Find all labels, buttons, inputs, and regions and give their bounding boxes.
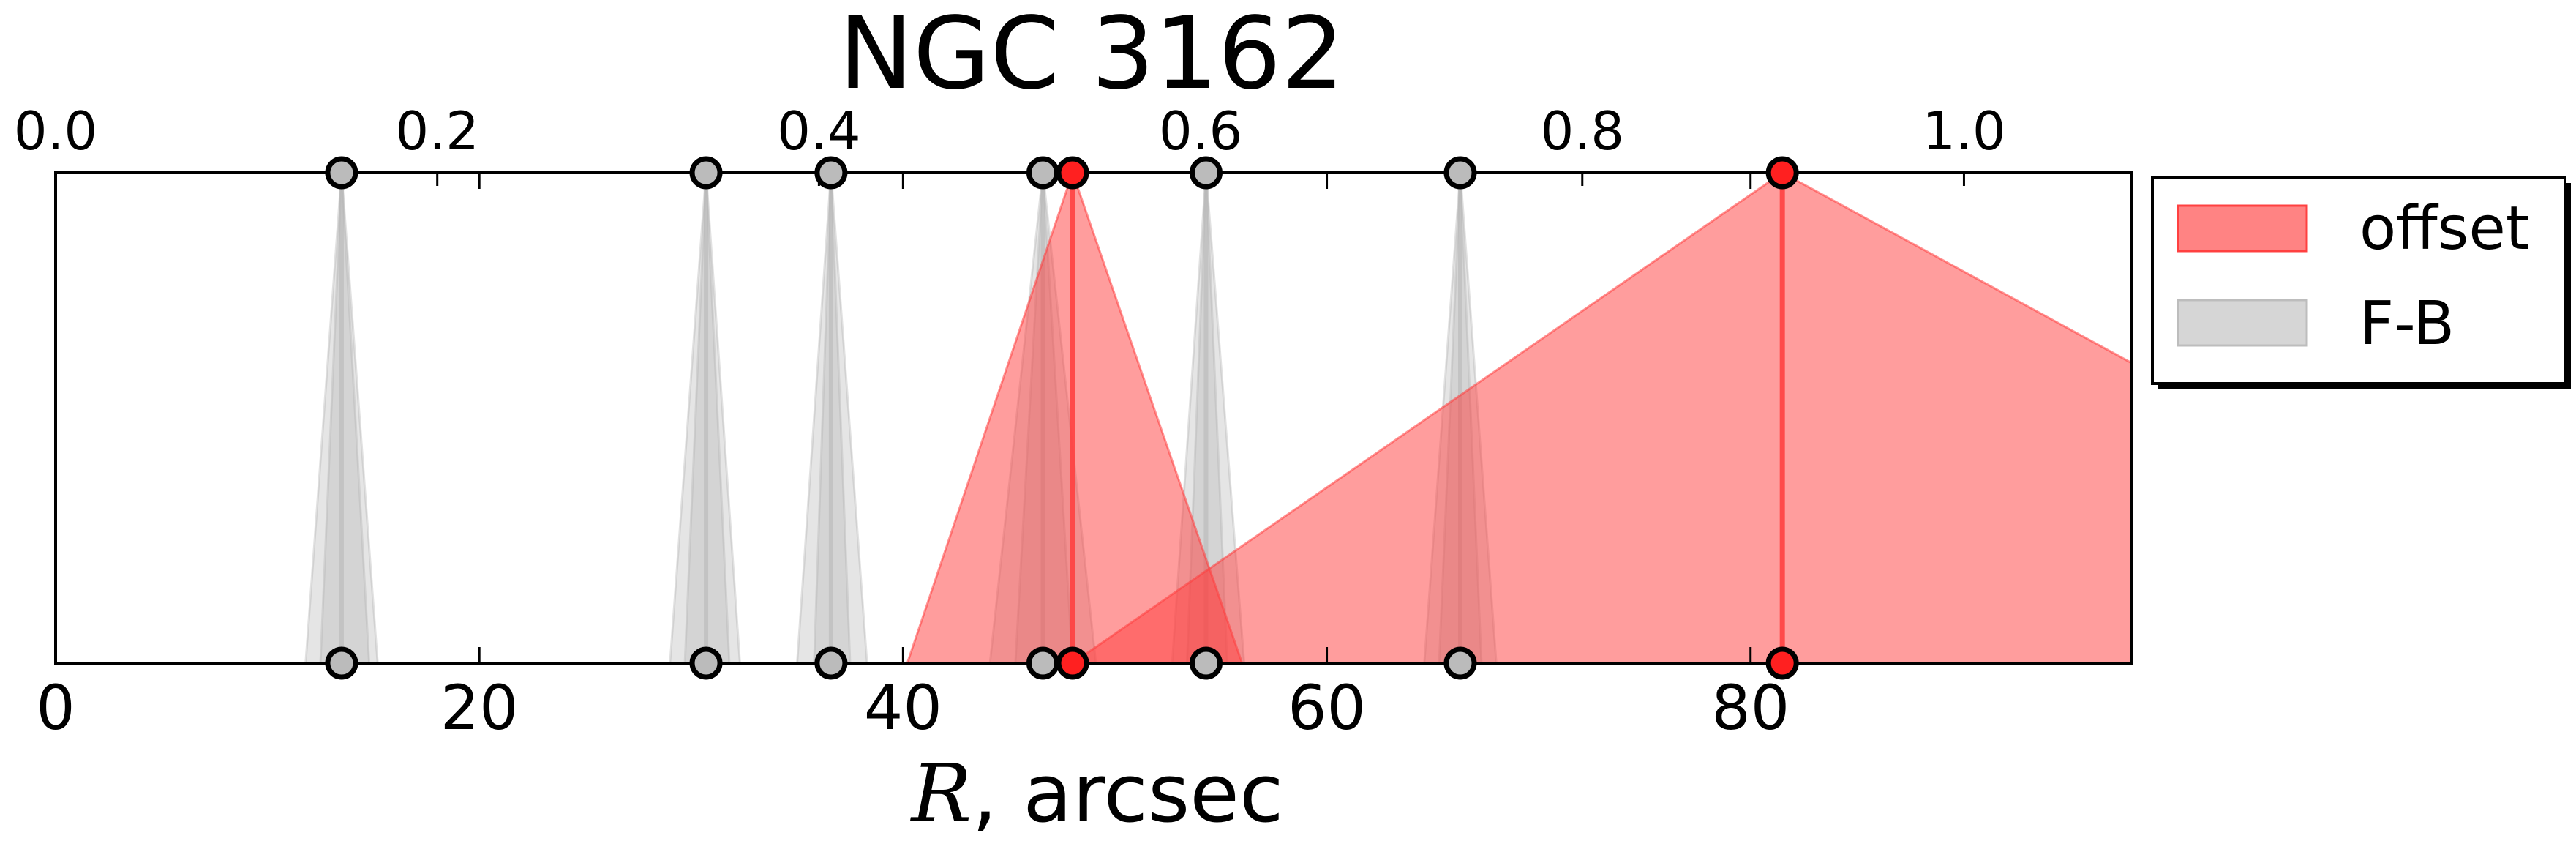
x-axis-label-unit: , arcsec bbox=[972, 747, 1283, 840]
fb-peak-marker bbox=[325, 646, 358, 680]
plot-marks bbox=[304, 173, 2132, 663]
bottom-tick-label: 20 bbox=[440, 672, 519, 744]
bottom-tick-label: 60 bbox=[1288, 672, 1366, 744]
fb-peak-marker bbox=[1443, 156, 1477, 190]
fb-peak-marker bbox=[1189, 646, 1223, 680]
fb-peak-marker bbox=[1026, 646, 1059, 680]
bottom-axis: 0 20 40 60 80 bbox=[36, 173, 1790, 744]
legend-swatch-fb bbox=[2177, 299, 2308, 347]
fb-peak-marker bbox=[325, 156, 358, 190]
offset-peak-marker bbox=[1765, 646, 1799, 680]
top-tick-label: 1.0 bbox=[1922, 100, 2006, 162]
top-tick-label: 0.2 bbox=[395, 100, 479, 162]
chart-title: NGC 3162 bbox=[838, 0, 1344, 112]
bottom-tick-label: 80 bbox=[1711, 672, 1790, 744]
legend: offset F-B bbox=[2151, 176, 2571, 389]
bottom-tick-label: 40 bbox=[864, 672, 942, 744]
offset-peak-area bbox=[1070, 173, 2132, 663]
legend-swatch-offset bbox=[2177, 204, 2308, 253]
fb-peak-area bbox=[319, 173, 371, 663]
peak-markers bbox=[325, 156, 1799, 680]
bottom-tick-label: 0 bbox=[36, 672, 75, 744]
legend-label-offset: offset bbox=[2359, 194, 2529, 264]
top-tick-label: 0.8 bbox=[1541, 100, 1625, 162]
plot-frame bbox=[54, 171, 2133, 665]
fb-peak-marker bbox=[689, 646, 723, 680]
top-axis: 0.0 0.2 0.4 0.6 0.8 1.0 bbox=[14, 100, 2006, 186]
fb-peak-marker bbox=[814, 646, 848, 680]
x-axis-label-variable: R bbox=[910, 747, 972, 840]
offset-peak-marker bbox=[1056, 156, 1089, 190]
x-axis-label: R, arcsec bbox=[910, 747, 1284, 840]
fb-peak-marker bbox=[689, 156, 723, 190]
offset-peak-marker bbox=[1056, 646, 1089, 680]
fb-peak-marker bbox=[1189, 156, 1223, 190]
legend-label-fb: F-B bbox=[2359, 289, 2455, 359]
fb-peak-marker bbox=[814, 156, 848, 190]
fb-peak-marker bbox=[1443, 646, 1477, 680]
top-tick-label: 0.4 bbox=[777, 100, 861, 162]
offset-peak-marker bbox=[1765, 156, 1799, 190]
fb-peak-marker bbox=[1026, 156, 1059, 190]
top-tick-label: 0.0 bbox=[14, 100, 98, 162]
top-tick-label: 0.6 bbox=[1159, 100, 1243, 162]
